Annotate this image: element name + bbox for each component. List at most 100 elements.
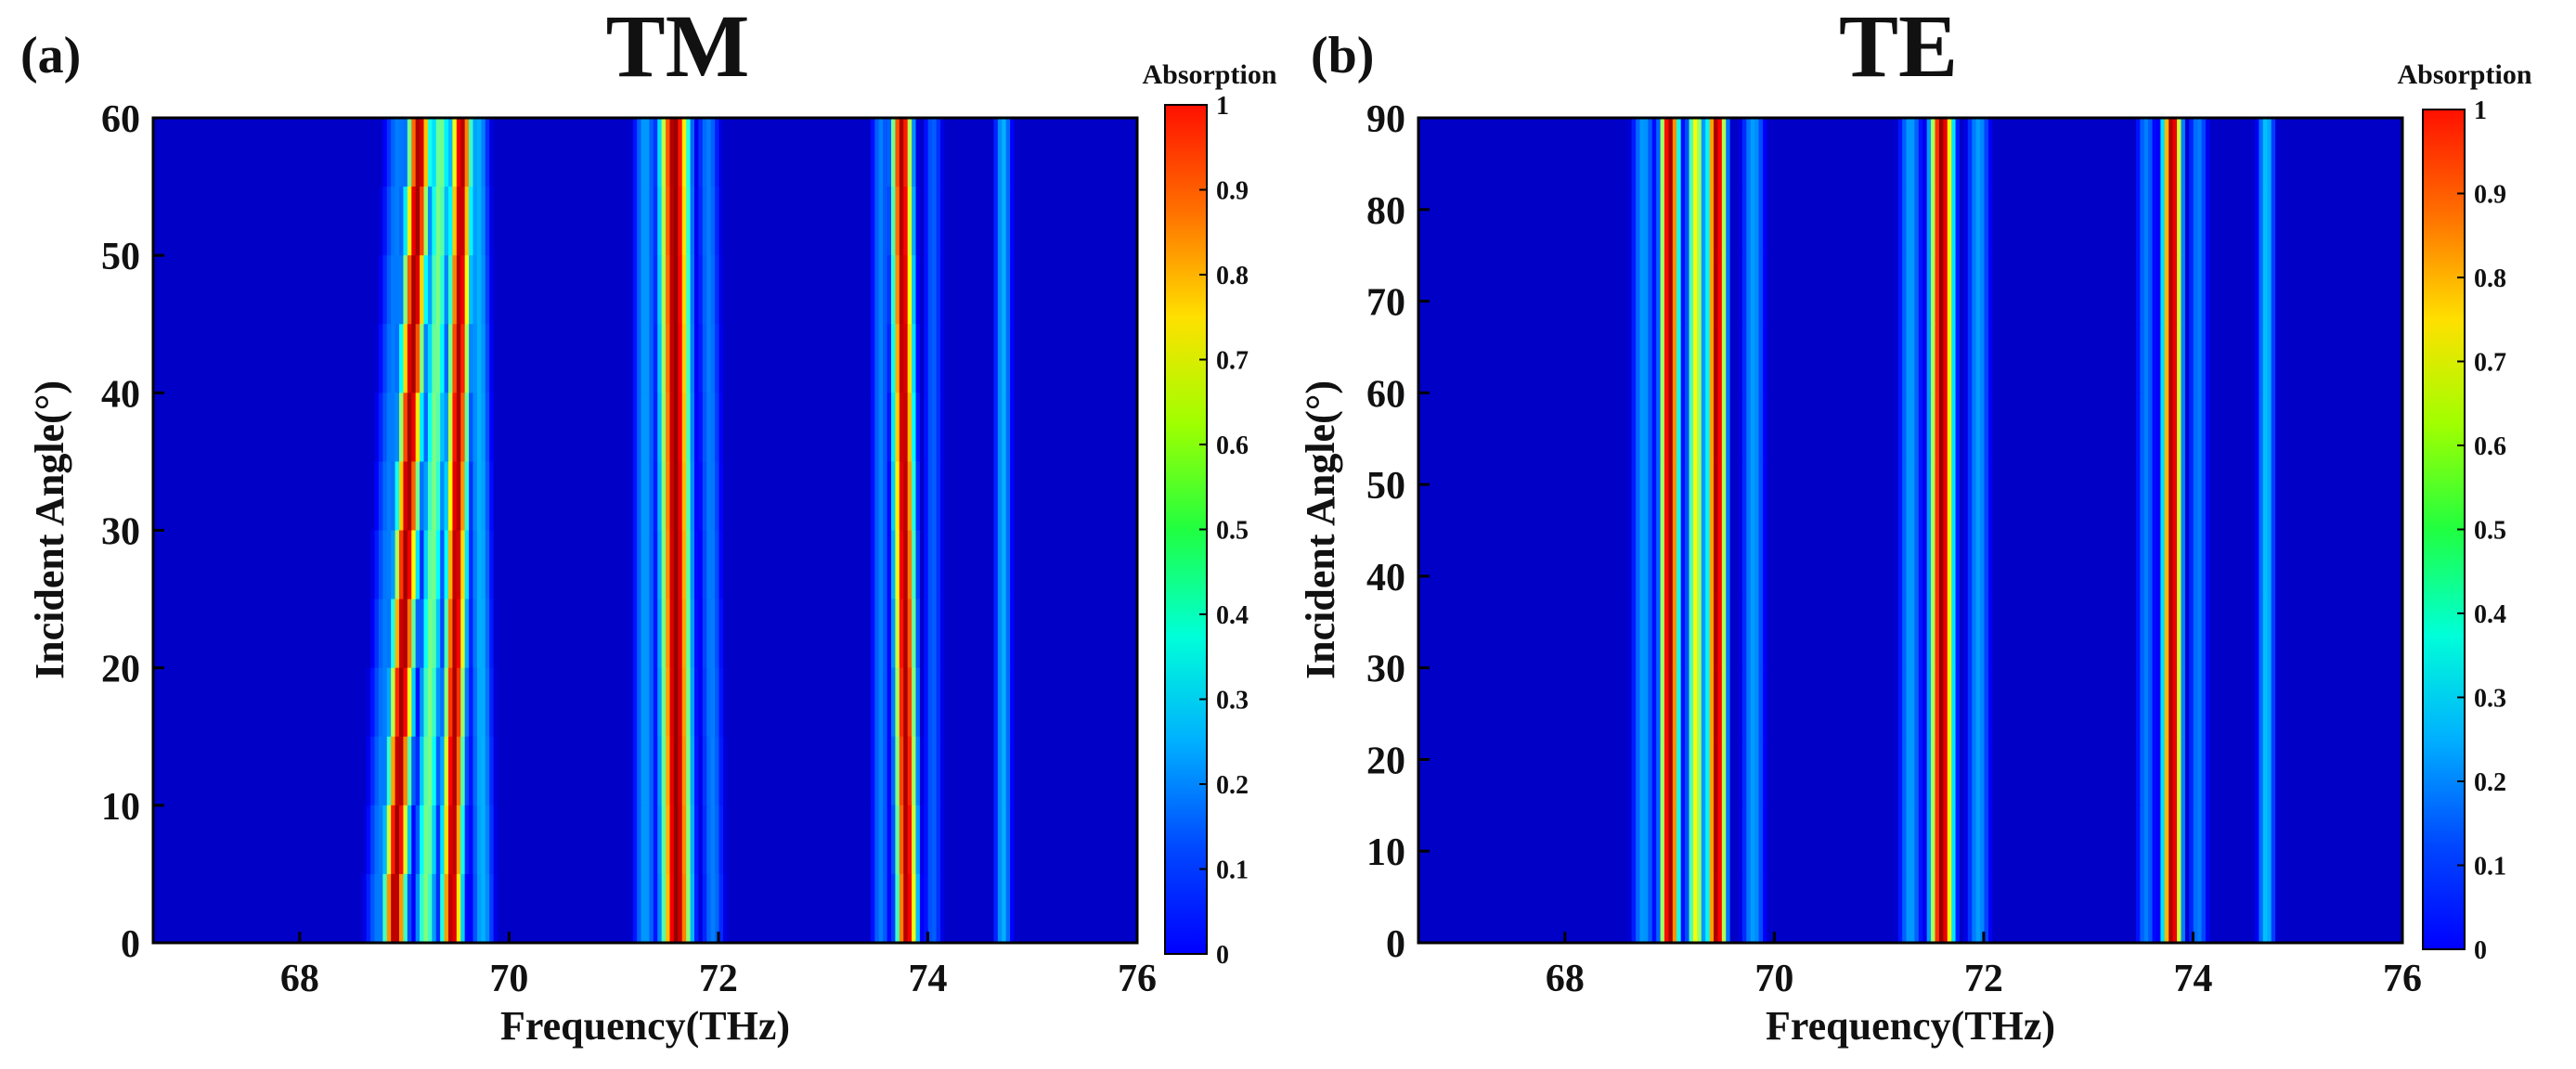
heatmap-cell bbox=[849, 461, 855, 532]
heatmap-cell bbox=[206, 667, 212, 738]
heatmap-cell bbox=[2345, 530, 2350, 600]
heatmap-cell bbox=[354, 324, 359, 393]
heatmap-cell bbox=[1709, 324, 1715, 393]
heatmap-cell bbox=[2000, 393, 2006, 463]
heatmap-cell bbox=[735, 873, 741, 944]
heatmap-cell bbox=[279, 255, 285, 325]
heatmap-cell bbox=[444, 187, 449, 256]
heatmap-cell bbox=[1897, 599, 1903, 669]
heatmap-cell bbox=[2119, 118, 2125, 187]
x-tick-label: 76 bbox=[1118, 958, 1157, 1000]
heatmap-cell bbox=[2279, 393, 2285, 463]
heatmap-cell bbox=[403, 873, 408, 944]
heatmap-cell bbox=[690, 118, 695, 187]
heatmap-cell bbox=[1783, 187, 1789, 256]
heatmap-cell bbox=[698, 599, 704, 669]
heatmap-cell bbox=[501, 118, 507, 187]
heatmap-cell bbox=[657, 324, 663, 393]
heatmap-cell bbox=[1804, 324, 1809, 393]
heatmap-cell bbox=[2242, 599, 2247, 669]
heatmap-cell bbox=[2197, 393, 2203, 463]
heatmap-cell bbox=[1726, 530, 1731, 600]
heatmap-cell bbox=[1960, 255, 1965, 325]
heatmap-cell bbox=[1819, 530, 1825, 600]
heatmap-cell bbox=[366, 599, 371, 669]
heatmap-cell bbox=[1014, 461, 1019, 532]
heatmap-cell bbox=[1116, 118, 1121, 187]
heatmap-cell bbox=[874, 187, 880, 256]
heatmap-cell bbox=[498, 805, 503, 875]
heatmap-cell bbox=[1865, 255, 1871, 325]
heatmap-cell bbox=[2275, 255, 2281, 325]
heatmap-cell bbox=[1468, 667, 1473, 738]
heatmap-cell bbox=[1689, 667, 1694, 738]
heatmap-cell bbox=[1680, 667, 1686, 738]
heatmap-cell bbox=[476, 461, 482, 532]
heatmap-cell bbox=[1947, 187, 1952, 256]
heatmap-cell bbox=[464, 461, 470, 532]
heatmap-cell bbox=[259, 736, 265, 806]
heatmap-cell bbox=[227, 187, 232, 256]
heatmap-cell bbox=[1828, 530, 1833, 600]
heatmap-cell bbox=[2283, 599, 2288, 669]
heatmap-cell bbox=[1845, 187, 1850, 256]
heatmap-cell bbox=[1517, 255, 1522, 325]
heatmap-cell bbox=[739, 118, 744, 187]
heatmap-cell bbox=[2233, 118, 2239, 187]
heatmap-cell bbox=[1877, 324, 1883, 393]
heatmap-cell bbox=[2025, 118, 2030, 187]
heatmap-cell bbox=[522, 461, 527, 532]
heatmap-cell bbox=[1639, 667, 1645, 738]
heatmap-cell bbox=[968, 599, 974, 669]
heatmap-cell bbox=[1689, 255, 1694, 325]
heatmap-cell bbox=[2094, 530, 2100, 600]
heatmap-cell bbox=[2259, 255, 2264, 325]
heatmap-cell bbox=[1951, 324, 1957, 393]
heatmap-cell bbox=[2287, 599, 2293, 669]
heatmap-cell bbox=[157, 530, 162, 600]
heatmap-cell bbox=[1594, 324, 1599, 393]
heatmap-cell bbox=[1599, 118, 1604, 187]
heatmap-cell bbox=[1779, 667, 1784, 738]
heatmap-cell bbox=[1799, 393, 1805, 463]
heatmap-cell bbox=[891, 393, 897, 463]
heatmap-cell bbox=[1697, 393, 1702, 463]
heatmap-cell bbox=[243, 255, 249, 325]
heatmap-cell bbox=[2156, 393, 2162, 463]
heatmap-cell bbox=[1083, 805, 1089, 875]
heatmap-cell bbox=[1799, 667, 1805, 738]
heatmap-cell bbox=[1034, 736, 1040, 806]
heatmap-cell bbox=[1947, 393, 1952, 463]
heatmap-cell bbox=[317, 187, 322, 256]
heatmap-cell bbox=[759, 530, 765, 600]
heatmap-cell bbox=[932, 118, 938, 187]
heatmap-cell bbox=[1877, 393, 1883, 463]
heatmap-cell bbox=[247, 599, 252, 669]
heatmap-cell bbox=[547, 187, 552, 256]
heatmap-cell bbox=[1129, 118, 1134, 187]
heatmap-cell bbox=[579, 461, 585, 532]
heatmap-cell bbox=[932, 187, 938, 256]
heatmap-cell bbox=[301, 118, 306, 187]
heatmap-cell bbox=[780, 324, 785, 393]
heatmap-cell bbox=[1002, 805, 1007, 875]
heatmap-cell bbox=[243, 118, 249, 187]
heatmap-cell bbox=[2213, 393, 2219, 463]
heatmap-cell bbox=[292, 530, 298, 600]
heatmap-cell bbox=[628, 667, 634, 738]
heatmap-cell bbox=[731, 461, 736, 532]
heatmap-cell bbox=[2115, 599, 2120, 669]
heatmap-cell bbox=[912, 393, 917, 463]
heatmap-cell bbox=[1717, 118, 1723, 187]
heatmap-cell bbox=[2381, 118, 2387, 187]
heatmap-cell bbox=[694, 805, 700, 875]
heatmap-cell bbox=[1692, 255, 1698, 325]
heatmap-cell bbox=[563, 530, 568, 600]
heatmap-cell bbox=[485, 118, 490, 187]
heatmap-cell bbox=[1475, 187, 1481, 256]
heatmap-cell bbox=[817, 393, 822, 463]
heatmap-cell bbox=[2160, 530, 2166, 600]
heatmap-cell bbox=[849, 667, 855, 738]
heatmap-cell bbox=[1439, 187, 1444, 256]
heatmap-cell bbox=[530, 667, 536, 738]
